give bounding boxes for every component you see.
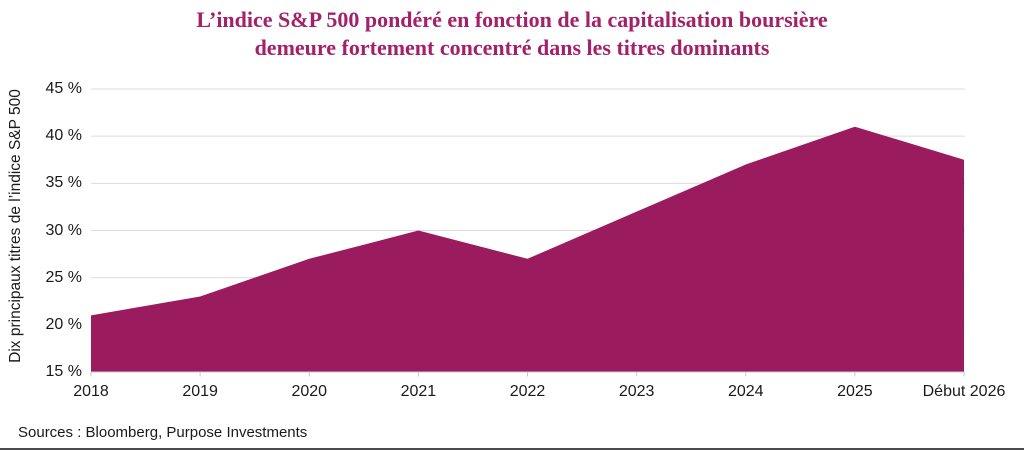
x-tick-label-2021: 2021 <box>400 383 437 400</box>
chart-title-line1: L’indice S&P 500 pondéré en fonction de … <box>196 7 828 32</box>
bottom-border-line <box>0 448 1024 450</box>
chart-title-line2: demeure fortement concentré dans les tit… <box>254 35 770 60</box>
area-series-top10-weight <box>91 126 964 372</box>
y-tick-label-15: 15 % <box>45 363 82 380</box>
x-tick-label-2024: 2024 <box>727 383 764 400</box>
x-tick-label-2022: 2022 <box>509 383 546 400</box>
y-tick-label-30: 30 % <box>45 221 82 239</box>
y-tick-label-45: 45 % <box>45 80 82 97</box>
y-tick-label-35: 35 % <box>45 174 82 192</box>
page-title: L’indice S&P 500 pondéré en fonction de … <box>0 6 1024 62</box>
x-tick-label-2018: 2018 <box>73 383 109 400</box>
x-tick-label-2019: 2019 <box>182 383 218 400</box>
y-tick-label-40: 40 % <box>45 127 82 145</box>
x-tick-label-2020: 2020 <box>291 383 328 400</box>
source-note: Sources : Bloomberg, Purpose Investments <box>18 424 308 441</box>
x-tick-label-2023: 2023 <box>618 383 655 400</box>
x-tick-label-début-2026: Début 2026 <box>922 383 1006 400</box>
y-tick-label-25: 25 % <box>45 268 82 286</box>
y-tick-label-20: 20 % <box>45 315 82 333</box>
x-tick-label-2025: 2025 <box>837 383 873 400</box>
